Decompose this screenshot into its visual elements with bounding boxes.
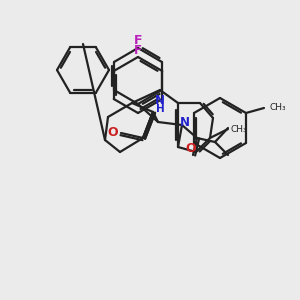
Text: F: F	[134, 34, 142, 46]
Text: N: N	[155, 94, 165, 106]
Text: F: F	[134, 44, 142, 56]
Text: H: H	[156, 104, 164, 114]
Text: O: O	[186, 142, 196, 154]
Text: CH₃: CH₃	[270, 103, 286, 112]
Text: CH₃: CH₃	[231, 124, 247, 134]
Text: O: O	[108, 127, 118, 140]
Text: N: N	[180, 116, 190, 128]
